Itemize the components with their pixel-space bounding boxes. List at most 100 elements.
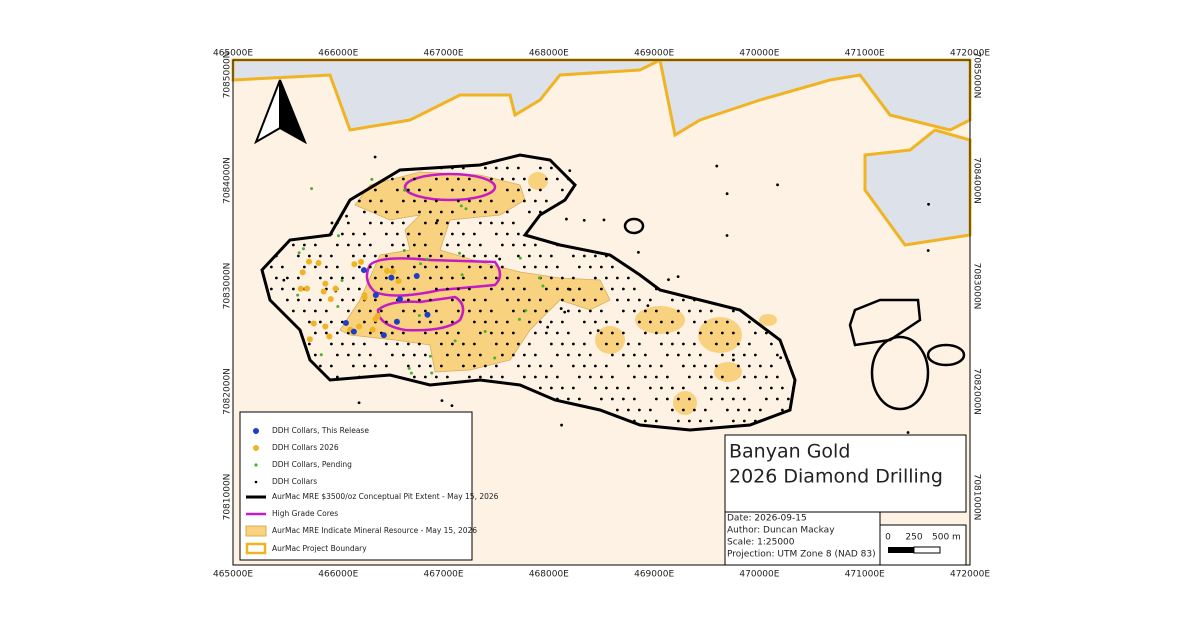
ddh-collar xyxy=(505,210,509,214)
ddh-collar xyxy=(351,298,355,302)
ddh-collar xyxy=(725,408,729,412)
ddh-collar xyxy=(500,243,504,247)
easting-label: 468000E xyxy=(529,570,569,580)
ddh-collar xyxy=(747,320,751,324)
ddh-collar xyxy=(478,375,482,379)
northing-label: 7085000N xyxy=(972,52,982,99)
ddh-collar xyxy=(654,309,658,313)
ddh-collar xyxy=(445,375,449,379)
ddh-collar xyxy=(582,342,586,346)
ddh-collar xyxy=(703,364,707,368)
ddh-collar xyxy=(703,386,707,390)
ddh-collar-pending xyxy=(524,309,528,313)
ddh-collar xyxy=(593,276,597,280)
ddh-collar xyxy=(461,232,465,236)
ddh-collar-release xyxy=(413,273,420,280)
ddh-collar xyxy=(362,364,366,368)
ddh-collar xyxy=(439,342,443,346)
ddh-collar xyxy=(324,309,328,313)
info-text: Date: 2026-09-15 xyxy=(727,514,807,524)
ddh-collar xyxy=(577,353,581,357)
ddh-collar xyxy=(428,364,432,368)
ddh-collar xyxy=(775,375,779,379)
ddh-collar xyxy=(445,265,449,269)
ddh-collar xyxy=(489,265,493,269)
ddh-collar xyxy=(505,166,509,170)
ddh-collar xyxy=(615,408,619,412)
ddh-collar xyxy=(445,177,449,181)
ddh-collar xyxy=(439,254,443,258)
ddh-collar xyxy=(368,331,372,335)
legend-label: High Grade Cores xyxy=(272,509,338,518)
ddh-collar xyxy=(632,353,636,357)
ddh-collar xyxy=(533,353,537,357)
ddh-collar xyxy=(412,375,416,379)
ddh-collar xyxy=(626,386,630,390)
ddh-collar xyxy=(563,310,567,314)
ddh-collar xyxy=(560,298,564,302)
ddh-collar xyxy=(632,309,636,313)
ddh-collar xyxy=(384,342,388,346)
ddh-collar xyxy=(533,375,537,379)
ddh-collar xyxy=(714,342,718,346)
high-grade-core xyxy=(403,172,497,202)
ddh-collar xyxy=(546,325,550,329)
ddh-collar xyxy=(500,221,504,225)
ddh-collar xyxy=(428,298,432,302)
ddh-collar xyxy=(648,408,652,412)
ddh-collar xyxy=(456,177,460,181)
legend-label: AurMac MRE Indicate Mineral Resource - M… xyxy=(272,526,477,535)
ddh-collar xyxy=(439,210,443,214)
ddh-collar xyxy=(500,375,504,379)
ddh-collar xyxy=(346,309,350,313)
ddh-collar xyxy=(758,386,762,390)
ddh-collar xyxy=(588,265,592,269)
ddh-collar xyxy=(368,265,372,269)
northing-label: 7084000N xyxy=(223,157,233,204)
ddh-collar xyxy=(753,331,757,335)
ddh-collar xyxy=(731,309,735,313)
ddh-collar xyxy=(467,375,471,379)
ddh-collar xyxy=(406,298,410,302)
ddh-collar xyxy=(775,353,779,357)
easting-label: 471000E xyxy=(845,570,885,580)
ddh-collar xyxy=(555,375,559,379)
ddh-collar xyxy=(637,342,641,346)
legend-label: DDH Collars 2026 xyxy=(272,443,339,452)
ddh-collar xyxy=(692,342,696,346)
ddh-collar xyxy=(538,188,542,192)
ddh-collar xyxy=(478,331,482,335)
ddh-collar xyxy=(362,232,366,236)
ddh-collar xyxy=(345,214,348,218)
ddh-collar xyxy=(362,320,366,324)
ddh-collar xyxy=(406,254,410,258)
ddh-collar xyxy=(527,210,531,214)
ddh-collar xyxy=(373,188,377,192)
ddh-collar xyxy=(538,386,542,390)
ddh-collar xyxy=(362,254,366,258)
ddh-collar xyxy=(533,265,537,269)
high-grade-core xyxy=(365,257,502,297)
ddh-collar-pending xyxy=(419,262,423,266)
ddh-collar xyxy=(571,298,575,302)
ddh-collar xyxy=(428,320,432,324)
ddh-collar-2026 xyxy=(305,258,312,265)
ddh-collar xyxy=(522,375,526,379)
ddh-collar xyxy=(549,254,553,258)
ddh-collar xyxy=(417,364,421,368)
ddh-collar xyxy=(681,408,685,412)
ddh-collar xyxy=(483,276,487,280)
ddh-collar xyxy=(582,218,586,222)
ddh-collar xyxy=(725,342,729,346)
ddh-collar xyxy=(467,353,471,357)
ddh-collar xyxy=(505,320,509,324)
ddh-collar xyxy=(604,364,608,368)
ddh-collar-pending xyxy=(518,256,522,260)
northing-label: 7081000N xyxy=(972,474,982,521)
ddh-collar xyxy=(439,232,443,236)
ddh-collar xyxy=(725,320,729,324)
ddh-collar xyxy=(340,232,344,236)
ddh-collar xyxy=(555,397,559,401)
ddh-collar-2026 xyxy=(332,285,339,292)
ddh-collar xyxy=(665,397,669,401)
